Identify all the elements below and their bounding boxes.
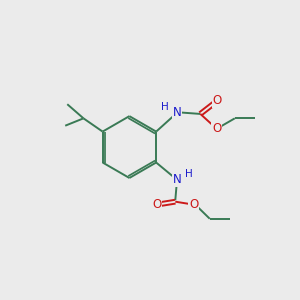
Text: O: O xyxy=(213,94,222,107)
Text: H: H xyxy=(185,169,193,179)
Text: N: N xyxy=(173,106,182,119)
Text: O: O xyxy=(189,198,198,211)
Text: O: O xyxy=(152,198,162,211)
Text: H: H xyxy=(161,102,169,112)
Text: N: N xyxy=(172,173,181,186)
Text: O: O xyxy=(212,122,221,135)
